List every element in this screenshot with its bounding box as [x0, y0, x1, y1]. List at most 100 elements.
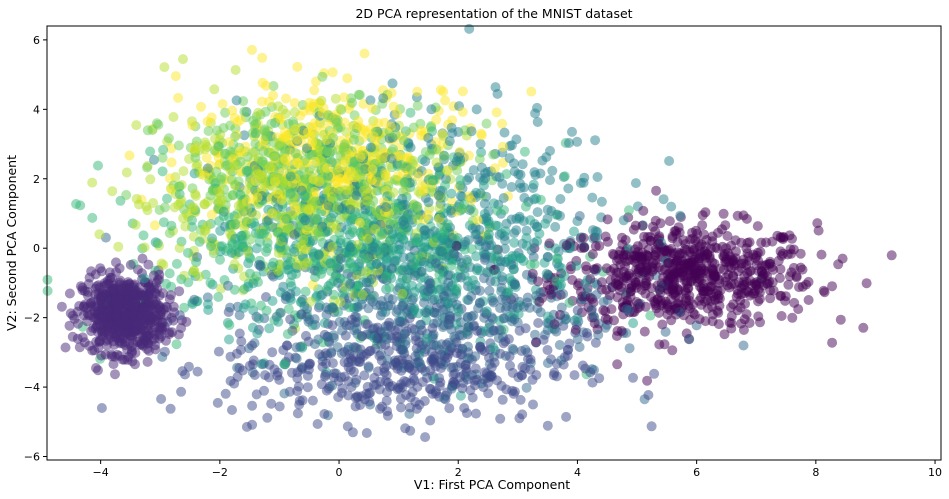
scatter-point — [96, 350, 107, 361]
scatter-point — [361, 428, 372, 438]
scatter-point — [451, 156, 462, 167]
scatter-point — [742, 268, 753, 278]
scatter-point — [102, 293, 113, 304]
scatter-point — [166, 157, 177, 168]
scatter-point — [493, 333, 504, 343]
scatter-point — [783, 279, 794, 290]
scatter-point — [247, 400, 258, 411]
scatter-point — [499, 313, 510, 324]
x-axis-ticks: −4 −2 0 2 4 6 8 10 — [93, 460, 942, 479]
scatter-point — [340, 156, 351, 167]
scatter-point — [640, 280, 650, 291]
scatter-point — [212, 397, 223, 408]
scatter-point — [756, 266, 767, 277]
scatter-point — [267, 296, 278, 306]
scatter-point — [382, 387, 392, 397]
scatter-point — [374, 350, 385, 361]
scatter-point — [644, 271, 655, 282]
scatter-point — [444, 136, 455, 147]
scatter-point — [241, 165, 252, 176]
scatter-point — [471, 374, 482, 385]
scatter-point — [203, 305, 214, 315]
scatter-point — [176, 386, 187, 397]
scatter-point — [395, 278, 406, 288]
scatter-point — [363, 362, 374, 373]
scatter-point — [229, 259, 240, 270]
scatter-point — [530, 329, 540, 340]
scatter-point — [803, 295, 814, 305]
scatter-point — [520, 323, 531, 334]
scatter-point — [382, 354, 393, 365]
scatter-point — [289, 246, 300, 257]
scatter-point — [292, 134, 303, 145]
scatter-point — [264, 323, 275, 334]
scatter-point — [247, 147, 258, 158]
scatter-point — [142, 125, 153, 136]
scatter-point — [425, 283, 436, 294]
scatter-point — [694, 241, 705, 252]
scatter-point — [323, 146, 334, 157]
scatter-point — [375, 403, 386, 414]
scatter-point — [196, 101, 206, 112]
scatter-point — [778, 232, 789, 243]
scatter-point — [476, 162, 487, 173]
scatter-point — [235, 344, 246, 355]
scatter-point — [250, 128, 261, 139]
scatter-point — [555, 194, 566, 204]
scatter-point — [373, 366, 383, 377]
scatter-point — [507, 385, 518, 396]
scatter-point — [753, 296, 764, 307]
scatter-point — [480, 252, 491, 263]
scatter-point — [317, 71, 328, 82]
scatter-point — [242, 214, 253, 225]
scatter-point — [174, 189, 185, 200]
scatter-point — [167, 327, 178, 338]
scatter-point — [419, 297, 429, 308]
scatter-point — [349, 157, 360, 168]
scatter-point — [159, 346, 170, 357]
scatter-point — [480, 241, 491, 252]
scatter-point — [245, 268, 255, 279]
scatter-point — [273, 316, 284, 327]
scatter-point — [541, 152, 552, 163]
scatter-point — [461, 254, 472, 265]
scatter-point — [121, 167, 132, 178]
scatter-point — [529, 238, 540, 248]
scatter-point — [555, 210, 565, 221]
scatter-point — [345, 242, 356, 253]
scatter-point — [287, 367, 297, 378]
scatter-point — [416, 319, 426, 330]
scatter-point — [646, 421, 657, 432]
scatter-point — [336, 173, 346, 184]
scatter-point — [141, 330, 152, 341]
scatter-point — [564, 297, 575, 308]
scatter-point — [501, 169, 512, 180]
scatter-point — [189, 145, 200, 156]
scatter-point — [142, 162, 152, 173]
scatter-point — [596, 196, 607, 207]
scatter-point — [710, 294, 720, 305]
scatter-point — [190, 152, 201, 163]
scatter-point — [380, 271, 391, 282]
scatter-point — [465, 385, 476, 396]
scatter-point — [259, 385, 269, 396]
scatter-point — [381, 334, 392, 344]
scatter-point — [212, 125, 223, 136]
scatter-point — [741, 309, 752, 320]
scatter-point — [245, 234, 256, 245]
scatter-point — [211, 166, 222, 177]
scatter-point — [388, 214, 398, 225]
scatter-point — [827, 281, 838, 292]
scatter-point — [292, 61, 303, 72]
scatter-point — [357, 132, 368, 143]
scatter-point — [712, 243, 722, 254]
scatter-point — [230, 65, 241, 75]
scatter-point — [572, 305, 583, 316]
scatter-point — [686, 257, 697, 268]
scatter-point — [381, 395, 392, 406]
scatter-point — [476, 130, 487, 141]
scatter-point — [131, 120, 142, 131]
scatter-point — [199, 170, 210, 181]
y-tick-label: 6 — [33, 34, 40, 47]
scatter-point — [352, 391, 363, 402]
